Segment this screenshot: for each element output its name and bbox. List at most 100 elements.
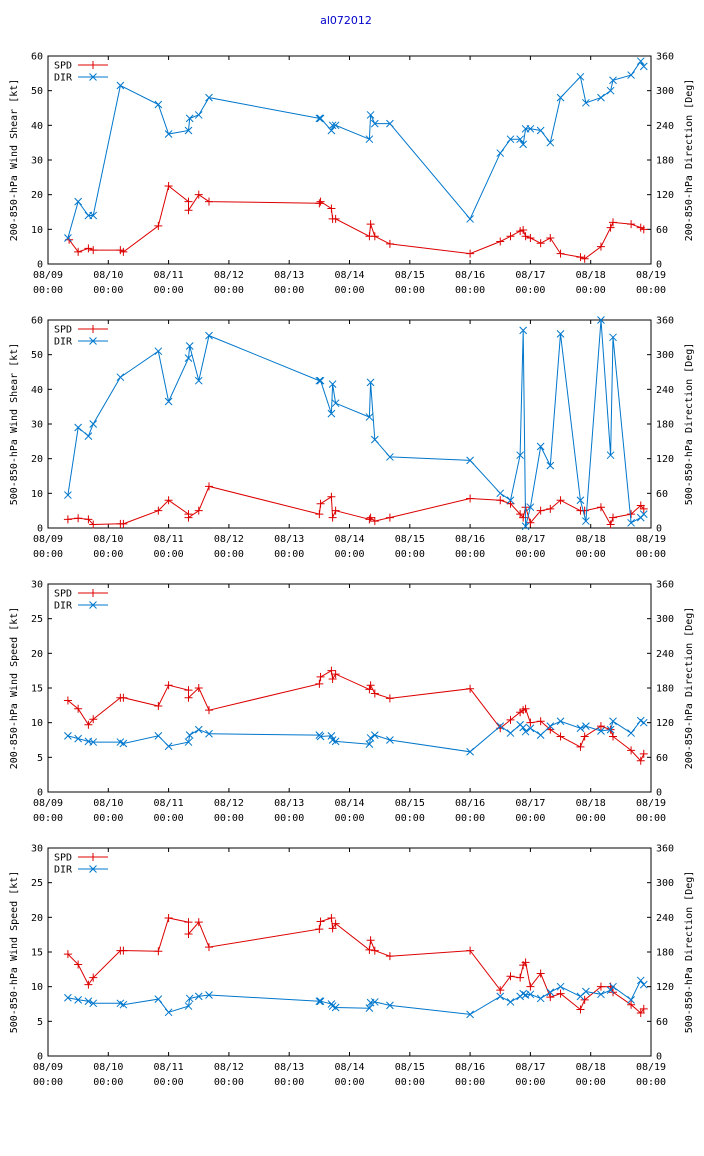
data-point-spd — [639, 504, 648, 513]
legend-label-spd: SPD — [54, 853, 72, 864]
data-point-dir — [627, 71, 635, 79]
x-tick-label-date: 08/12 — [214, 270, 244, 281]
data-point-dir — [89, 738, 98, 746]
x-tick-label-date: 08/16 — [455, 534, 485, 545]
x-tick-label-date: 08/13 — [274, 270, 304, 281]
y-tick-label-right: 300 — [656, 878, 674, 889]
y-tick-label-right: 0 — [656, 788, 662, 799]
y-tick-label-right: 240 — [656, 649, 674, 660]
x-tick-label-date: 08/19 — [636, 798, 666, 809]
data-point-dir — [185, 342, 194, 350]
data-point-dir — [74, 995, 83, 1004]
y-tick-label-right: 240 — [656, 385, 674, 396]
x-tick-label-time: 00:00 — [93, 285, 123, 296]
data-point-dir — [154, 731, 163, 740]
data-point-spd — [639, 225, 648, 234]
series-line-dir — [67, 979, 645, 1015]
data-point-dir — [205, 93, 213, 102]
data-point-dir — [315, 997, 324, 1006]
y-axis-label-left: 500-850-hPa Wind Shear [kt] — [9, 343, 20, 506]
data-point-spd — [536, 969, 545, 978]
data-point-spd — [506, 715, 515, 724]
data-point-dir — [316, 114, 325, 123]
data-point-dir — [627, 729, 635, 737]
data-point-spd — [154, 947, 163, 956]
data-point-dir — [496, 992, 505, 1001]
data-point-dir — [609, 717, 617, 726]
data-point-dir — [609, 333, 617, 342]
data-point-spd — [580, 254, 589, 263]
data-point-spd — [194, 684, 203, 692]
data-point-spd — [327, 492, 336, 501]
y-tick-label-right: 300 — [656, 614, 674, 625]
x-tick-label-time: 00:00 — [395, 1077, 425, 1088]
legend-label-dir: DIR — [54, 601, 73, 612]
x-tick-label-date: 08/11 — [154, 534, 184, 545]
data-point-dir — [521, 522, 530, 531]
x-tick-label-time: 00:00 — [33, 813, 63, 824]
data-point-spd — [84, 515, 93, 524]
data-point-spd — [506, 499, 515, 508]
data-point-dir — [606, 86, 615, 95]
x-tick-label-date: 08/10 — [93, 270, 123, 281]
data-point-dir — [516, 451, 525, 460]
data-point-spd — [596, 242, 605, 251]
data-point-spd — [184, 929, 193, 938]
data-point-spd — [328, 674, 337, 683]
legend-marker-spd — [89, 325, 97, 333]
data-point-dir — [316, 376, 325, 385]
y-tick-label-right: 120 — [656, 718, 674, 729]
data-point-spd — [627, 510, 636, 519]
x-tick-label-time: 00:00 — [214, 1077, 244, 1088]
data-point-spd — [580, 506, 589, 515]
x-tick-label-time: 00:00 — [154, 549, 184, 560]
data-point-spd — [536, 717, 545, 726]
x-tick-label-date: 08/10 — [93, 798, 123, 809]
y-tick-label-right: 360 — [656, 52, 674, 63]
chart-panel-4: 08/09 00:00 08/10 00:00 08/11 00:00 08/12 00:00… — [9, 844, 695, 1089]
data-point-dir — [627, 518, 635, 527]
data-point-spd — [365, 685, 374, 694]
data-point-dir — [184, 354, 193, 362]
data-point-spd — [576, 742, 585, 751]
y-tick-label-left: 30 — [31, 156, 43, 167]
y-tick-label-right: 60 — [656, 225, 668, 236]
data-point-dir — [370, 435, 379, 444]
x-tick-label-date: 08/18 — [576, 1062, 606, 1073]
legend-marker-spd — [89, 61, 97, 69]
y-tick-label-right: 240 — [656, 913, 674, 924]
data-point-dir — [205, 991, 213, 999]
data-point-spd — [466, 946, 475, 955]
data-point-spd — [154, 702, 163, 711]
data-point-spd — [556, 989, 565, 998]
data-point-spd — [366, 220, 375, 229]
data-point-dir — [546, 461, 555, 470]
data-point-dir — [366, 734, 375, 742]
data-point-spd — [74, 247, 83, 256]
data-point-dir — [496, 489, 505, 498]
data-point-spd — [521, 232, 530, 241]
y-tick-label-left: 50 — [31, 350, 43, 361]
data-point-dir — [74, 197, 83, 206]
x-tick-label-date: 08/13 — [274, 1062, 304, 1073]
data-point-spd — [194, 918, 203, 927]
x-tick-label-date: 08/14 — [334, 534, 364, 545]
data-point-spd — [327, 204, 336, 213]
data-point-spd — [636, 756, 645, 765]
plot-frame — [47, 847, 652, 1057]
x-tick-label-date: 08/16 — [455, 798, 485, 809]
y-tick-label-right: 360 — [656, 580, 674, 591]
data-point-spd — [627, 1000, 636, 1009]
data-point-dir — [185, 114, 194, 123]
legend-marker-dir — [89, 601, 97, 609]
y-tick-label-left: 50 — [31, 86, 43, 97]
data-point-dir — [154, 100, 163, 109]
data-point-dir — [205, 331, 213, 340]
x-tick-label-date: 08/17 — [515, 270, 545, 281]
data-point-dir — [74, 423, 83, 432]
data-point-dir — [496, 149, 505, 157]
data-point-dir — [386, 119, 394, 128]
x-tick-label-date: 08/09 — [33, 270, 63, 281]
x-tick-label-time: 00:00 — [93, 813, 123, 824]
data-point-spd — [366, 681, 375, 690]
